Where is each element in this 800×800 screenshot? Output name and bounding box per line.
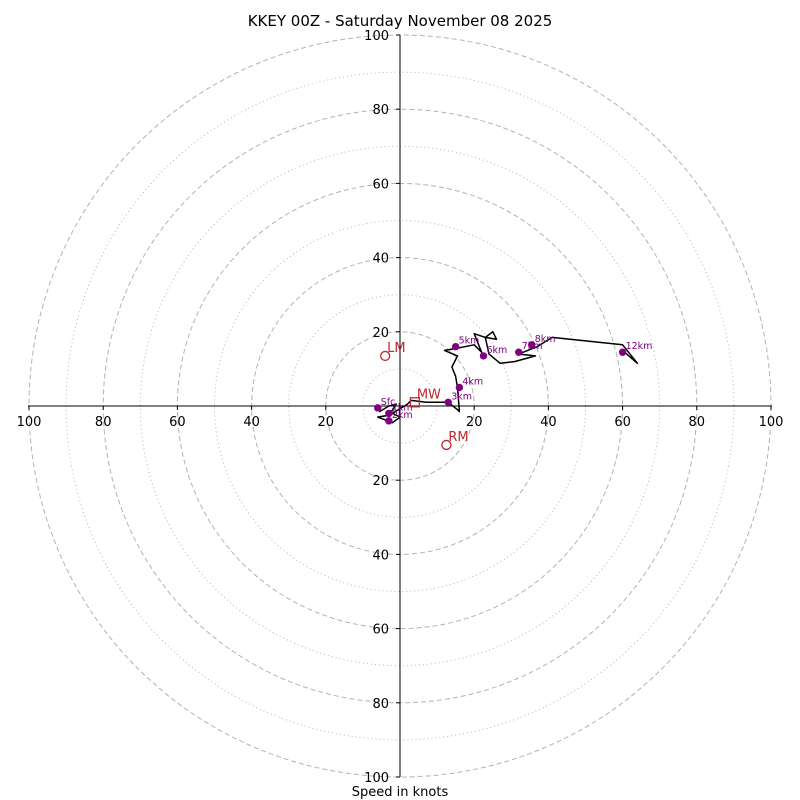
storm-motion-lm-marker (380, 350, 391, 362)
storm-motion-markers: LM RM MW (380, 341, 469, 451)
height-marker-label-6km: 6km (486, 345, 507, 356)
height-marker-6km (479, 352, 488, 360)
storm-motion-rm-label: RM (448, 430, 468, 445)
y-tick-label: 60 (372, 623, 389, 638)
height-markers: Sfc1km2km3km4km5km6km7km8km12km (374, 334, 653, 425)
x-tick-label: 60 (169, 415, 186, 430)
height-marker-4km (455, 383, 464, 392)
storm-motion-lm-label: LM (387, 341, 405, 356)
height-marker-label-3km: 3km (451, 391, 472, 402)
x-tick-label: 80 (95, 415, 112, 430)
height-marker-12km (618, 348, 627, 356)
y-tick-label: 100 (364, 771, 389, 786)
chart-title: KKEY 00Z - Saturday November 08 2025 (248, 12, 553, 30)
height-marker-sfc (374, 404, 382, 412)
height-marker-5km (451, 342, 460, 351)
height-marker-8km (528, 341, 536, 349)
x-tick-label: 80 (689, 415, 706, 430)
y-axis-ticks: 100 80 60 40 20 20 40 60 80 100 (364, 29, 400, 786)
height-marker-1km (385, 409, 393, 418)
height-marker-label-4km: 4km (462, 376, 483, 387)
x-axis-ticks: 100 80 60 40 20 20 40 60 80 100 (17, 406, 784, 430)
x-tick-label: 20 (466, 415, 483, 430)
y-tick-label: 60 (372, 177, 389, 192)
y-tick-label: 80 (372, 103, 389, 118)
height-marker-3km (444, 398, 452, 406)
height-marker-7km (515, 348, 523, 356)
y-tick-label: 20 (372, 326, 389, 341)
y-tick-label: 100 (364, 29, 389, 44)
x-tick-label: 100 (17, 415, 42, 430)
height-marker-2km (385, 417, 393, 425)
storm-motion-mw-label: MW (417, 387, 441, 402)
height-marker-label-5km: 5km (459, 336, 480, 347)
x-axis-label: Speed in knots (352, 785, 449, 800)
y-tick-label: 20 (372, 474, 389, 489)
hodograph-trace (376, 331, 639, 424)
y-tick-label: 80 (372, 697, 389, 712)
x-tick-label: 60 (614, 415, 631, 430)
x-tick-label: 20 (318, 415, 335, 430)
height-marker-label-1km: 1km (392, 402, 413, 413)
x-tick-label: 100 (759, 415, 784, 430)
y-tick-label: 40 (372, 548, 389, 563)
y-tick-label: 40 (372, 252, 389, 267)
height-marker-label-12km: 12km (626, 341, 653, 352)
x-tick-label: 40 (243, 415, 260, 430)
height-marker-label-8km: 8km (535, 334, 556, 345)
storm-motion-rm-marker (441, 439, 452, 451)
x-tick-label: 40 (540, 415, 557, 430)
storm-motion-mw-marker (409, 397, 420, 408)
height-marker-label-sfc: Sfc (381, 397, 396, 408)
height-marker-label-2km: 2km (392, 410, 413, 421)
